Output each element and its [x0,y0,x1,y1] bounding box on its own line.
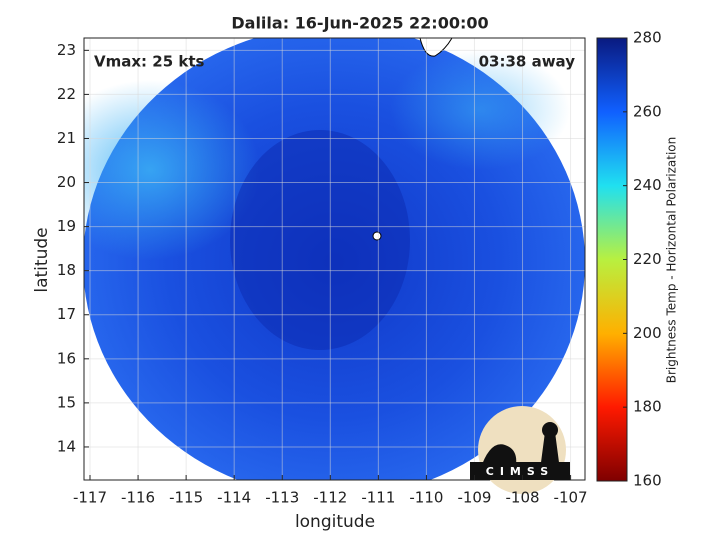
x-axis-label: longitude [295,512,375,532]
x-tick-label: -113 [265,489,299,507]
y-tick-label: 21 [57,129,76,147]
logo-text: CIMSS [486,465,554,478]
cold-region [230,130,410,350]
colorbar-tick-label: 260 [633,102,662,120]
plot-frame [83,37,586,481]
colorbar-tick-label: 280 [633,29,662,47]
y-tick-label: 16 [57,349,76,367]
colorbar-tick-label: 220 [633,250,662,268]
y-tick-label: 23 [57,41,76,59]
colorbar-tick-label: 160 [633,472,662,490]
annotation: Vmax: 25 kts [94,53,204,71]
y-axis-label: latitude [32,227,52,292]
x-tick-label: -116 [121,489,155,507]
x-tick-label: -112 [313,489,347,507]
chart-title: Dalila: 16-Jun-2025 22:00:00 [231,14,488,33]
warm-region [390,50,570,170]
y-tick-label: 20 [57,173,76,191]
logo-tower [542,422,558,438]
x-tick-label: -110 [409,489,443,507]
annotation: 03:38 away [479,53,576,71]
coastline [419,38,453,57]
x-tick-label: -107 [554,489,588,507]
y-tick-label: 14 [57,437,76,455]
y-tick-label: 17 [57,305,76,323]
x-tick-label: -109 [457,489,491,507]
colorbar-tick-label: 180 [633,398,662,416]
y-tick-label: 15 [57,393,76,411]
x-tick-label: -114 [217,489,251,507]
y-tick-label: 19 [57,217,76,235]
colorbar-label: Brightness Temp - Horizontal Polarizatio… [665,137,679,384]
colorbar [596,37,628,482]
x-tick-label: -108 [506,489,540,507]
colorbar-tick-label: 200 [633,324,662,342]
satellite-image [84,38,585,480]
storm-center [372,231,382,241]
logo-bar [470,462,570,480]
warm-region [84,80,260,260]
x-tick-label: -117 [73,489,107,507]
colorbar-tick-label: 240 [633,176,662,194]
x-tick-label: -115 [169,489,203,507]
y-tick-label: 18 [57,261,76,279]
logo-shapes [480,432,560,470]
y-tick-label: 22 [57,85,76,103]
x-tick-label: -111 [361,489,395,507]
logo: CIMSS [470,406,570,494]
